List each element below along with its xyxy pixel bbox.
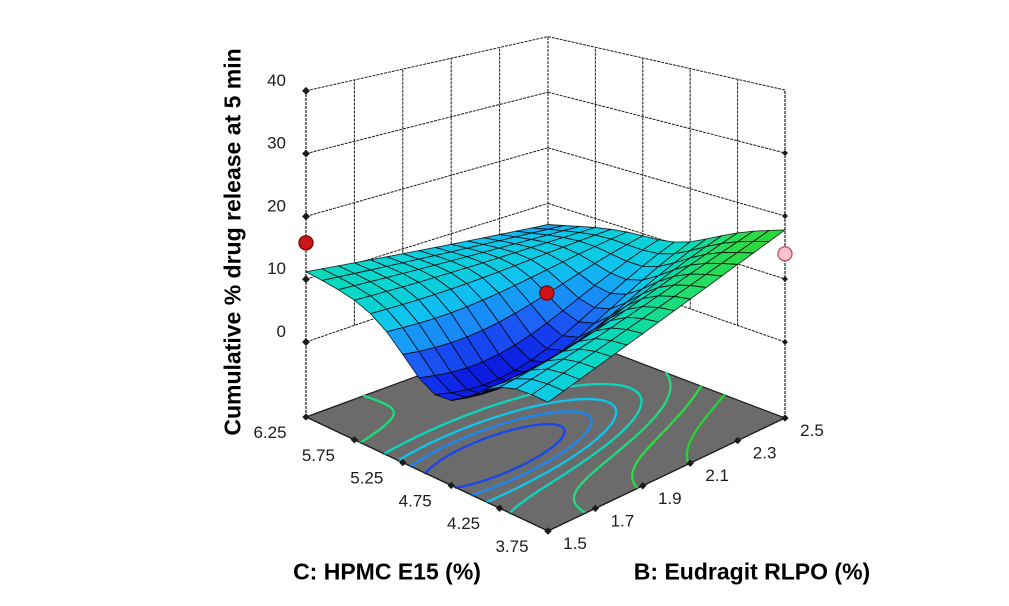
- design-point-below-surface: [777, 246, 793, 262]
- b-tick-mark: [639, 482, 647, 490]
- b-tick-label: 1.9: [658, 489, 682, 508]
- right-wall-gridline: [547, 36, 786, 91]
- c-tick-mark: [399, 458, 407, 467]
- z-tick-label: 30: [267, 134, 286, 153]
- b-tick-label: 2.5: [800, 421, 824, 440]
- b-tick-label: 1.5: [563, 534, 587, 553]
- c-axis-title: C: HPMC E15 (%): [293, 558, 481, 585]
- c-tick-label: 3.75: [495, 537, 528, 556]
- right-wall-gridline: [547, 91, 786, 154]
- b-tick-mark: [591, 504, 600, 513]
- z-tick-label: 40: [267, 71, 286, 90]
- right-wall-gridline: [547, 147, 786, 217]
- c-tick-mark: [302, 413, 310, 421]
- c-tick-label: 5.25: [350, 469, 383, 488]
- z-tick-label: 10: [267, 259, 286, 278]
- design-points: [298, 235, 793, 301]
- left-wall-gridline: [305, 91, 549, 155]
- c-tick-mark: [447, 481, 455, 490]
- b-tick-label: 2.3: [753, 444, 777, 463]
- contour-line-z14: [685, 393, 726, 466]
- contour-line-z6: [397, 397, 618, 504]
- b-tick-mark: [733, 436, 742, 445]
- surface-quad: [531, 383, 565, 403]
- c-tick-mark: [350, 436, 359, 444]
- z-tick-mark: [302, 275, 310, 284]
- c-tick-label: 5.75: [302, 446, 335, 465]
- z-tick-mark: [302, 338, 310, 346]
- contour-line-z10: [359, 371, 672, 515]
- c-axis-baseline: [305, 416, 549, 532]
- b-tick-label: 2.1: [705, 466, 729, 485]
- design-point-above-surface: [539, 285, 555, 301]
- b-tick-mark: [686, 459, 694, 467]
- z-axis-title: Cumulative % drug release at 5 min: [219, 48, 246, 436]
- c-tick-mark: [495, 504, 504, 512]
- b-axis-baseline: [547, 417, 786, 532]
- left-wall-gridline: [305, 147, 549, 217]
- contour-line-z12: [631, 384, 703, 490]
- b-tick-label: 1.7: [611, 511, 635, 530]
- c-tick-label: 4.75: [399, 491, 432, 510]
- right-edge-tick: [782, 339, 788, 345]
- b-tick-mark: [544, 527, 552, 535]
- right-edge-tick: [782, 150, 788, 156]
- b-axis-title: B: Eudragit RLPO (%): [633, 558, 871, 585]
- z-tick-mark: [302, 212, 310, 221]
- design-point-above-surface: [298, 235, 314, 251]
- left-wall-gridline: [305, 36, 549, 92]
- z-tick-mark: [302, 86, 310, 95]
- z-tick-label: 0: [277, 322, 286, 341]
- surface-mesh: [305, 224, 786, 403]
- contour-line-z4: [409, 410, 593, 497]
- z-tick-mark: [302, 149, 310, 158]
- z-tick-label: 20: [267, 196, 286, 215]
- c-tick-label: 4.25: [447, 514, 480, 533]
- right-edge-tick: [782, 213, 788, 219]
- c-tick-label: 6.25: [253, 423, 286, 442]
- b-tick-mark: [781, 414, 789, 422]
- right-edge-tick: [782, 276, 788, 282]
- contour-line-z2: [424, 422, 566, 489]
